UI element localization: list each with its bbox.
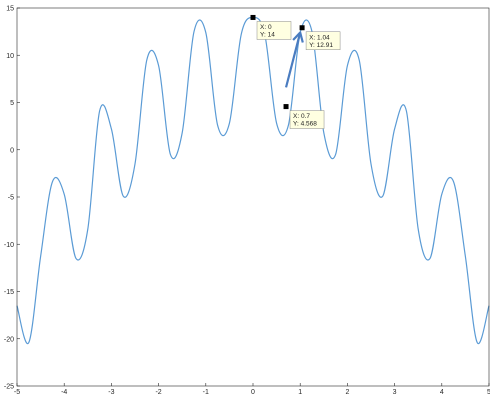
y-tick-label: -25: [4, 384, 14, 391]
x-axis-ticks: -5 -4 -3 -2 -1 0 1 2 3 4 5: [14, 383, 490, 395]
y-tick-label: 10: [6, 53, 14, 60]
datatip-marker[interactable]: [250, 14, 256, 20]
datatip-marker[interactable]: [299, 25, 305, 31]
annotation-arrow-head: [292, 31, 304, 43]
datatip-x-label: X: 0.7: [293, 113, 310, 120]
x-tick-label: -5: [14, 389, 20, 395]
datatip-y-label: Y: 14: [260, 31, 275, 38]
y-tick-label: 5: [10, 100, 14, 107]
datatip-layer: X: 0Y: 14 X: 1.04Y: 12.91 X: 0.7Y: 4.568: [250, 14, 341, 129]
datatip-marker[interactable]: [283, 104, 289, 110]
y-axis-ticks: 15 10 5 0 -5 -10 -15 -20 -25: [4, 6, 20, 391]
axes-background: [17, 8, 489, 386]
x-tick-label: -2: [155, 389, 161, 395]
annotation-arrow-layer: [284, 31, 304, 88]
datatip-box: [256, 21, 292, 40]
x-tick-label: 2: [345, 389, 349, 395]
y-tick-label: -20: [4, 336, 14, 343]
datatip-y-label: Y: 12.91: [309, 42, 333, 49]
datatip-x-label: X: 1.04: [309, 34, 330, 41]
y-tick-label: -10: [4, 242, 14, 249]
y-tick-label: 15: [6, 6, 14, 13]
y-tick-label: -15: [4, 289, 14, 296]
datatip[interactable]: X: 1.04Y: 12.91: [299, 25, 341, 51]
x-tick-label: 0: [251, 389, 255, 395]
x-tick-label: -1: [203, 389, 209, 395]
datatip-box: [289, 110, 325, 129]
x-tick-label: 5: [487, 389, 490, 395]
datatip-y-label: Y: 4.568: [293, 121, 317, 128]
datatip[interactable]: X: 0Y: 14: [250, 14, 292, 40]
datatip[interactable]: X: 0.7Y: 4.568: [283, 104, 325, 129]
x-tick-label: 1: [298, 389, 302, 395]
datatip-x-label: X: 0: [260, 24, 272, 31]
datatip-box: [305, 31, 341, 51]
annotation-arrow-shaft: [284, 32, 302, 88]
y-tick-label: 0: [10, 147, 14, 154]
y-tick-label: -5: [8, 195, 14, 202]
x-tick-label: -4: [61, 389, 67, 395]
x-tick-label: 4: [440, 389, 444, 395]
x-tick-label: 3: [393, 389, 397, 395]
x-tick-label: -3: [108, 389, 114, 395]
